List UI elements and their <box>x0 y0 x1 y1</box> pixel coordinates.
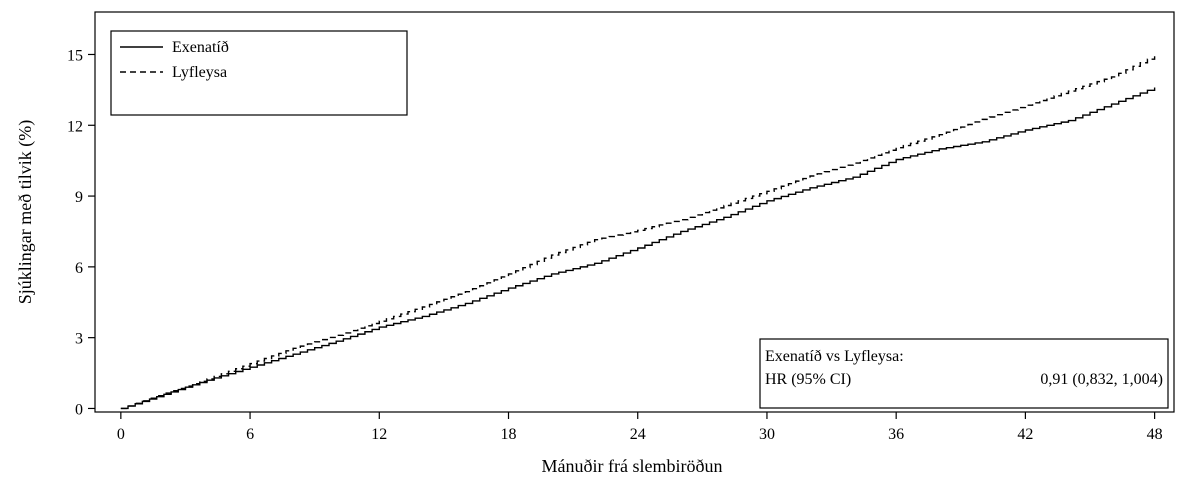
y-tick-label: 12 <box>67 118 83 135</box>
y-tick-label: 15 <box>67 47 83 64</box>
hr-annotation: Exenatíð vs Lyfleysa: HR (95% CI) 0,91 (… <box>759 338 1169 409</box>
series-line-exenatid <box>120 87 1156 410</box>
y-tick-label: 3 <box>75 331 83 348</box>
hr-annotation-value: 0,91 (0,832, 1,004) <box>1040 371 1163 388</box>
hr-annotation-label: HR (95% CI) <box>765 371 851 388</box>
x-tick-label: 42 <box>1017 426 1033 443</box>
x-tick-label: 0 <box>117 426 125 443</box>
x-tick-label: 36 <box>888 426 904 443</box>
legend-label-exenatid: Exenatíð <box>172 39 229 56</box>
hr-annotation-box <box>759 338 1169 409</box>
legend-label-lyfleysa: Lyfleysa <box>172 64 227 81</box>
x-tick-label: 6 <box>246 426 254 443</box>
y-axis-ticks: 0 3 6 9 12 15 <box>67 47 95 418</box>
series-layer <box>120 55 1156 410</box>
x-tick-label: 30 <box>759 426 775 443</box>
x-tick-label: 12 <box>371 426 387 443</box>
x-tick-label: 24 <box>630 426 646 443</box>
hr-annotation-heading: Exenatíð vs Lyfleysa: <box>765 348 904 365</box>
y-tick-label: 6 <box>75 260 83 277</box>
legend-box <box>110 30 408 116</box>
x-axis-ticks: 0 6 12 18 24 30 36 42 48 <box>117 412 1163 443</box>
x-tick-label: 18 <box>501 426 517 443</box>
x-axis-label: Mánuðir frá slembiröðun <box>542 456 723 476</box>
y-axis-label: Sjúklingar með tilvik (%) <box>15 120 36 304</box>
x-tick-label: 48 <box>1147 426 1163 443</box>
plot-frame <box>94 11 1175 413</box>
y-tick-label: 0 <box>75 401 83 418</box>
series-line-lyfleysa <box>120 55 1156 410</box>
legend: Exenatíð Lyfleysa <box>110 30 408 116</box>
y-tick-label: 9 <box>75 189 83 206</box>
